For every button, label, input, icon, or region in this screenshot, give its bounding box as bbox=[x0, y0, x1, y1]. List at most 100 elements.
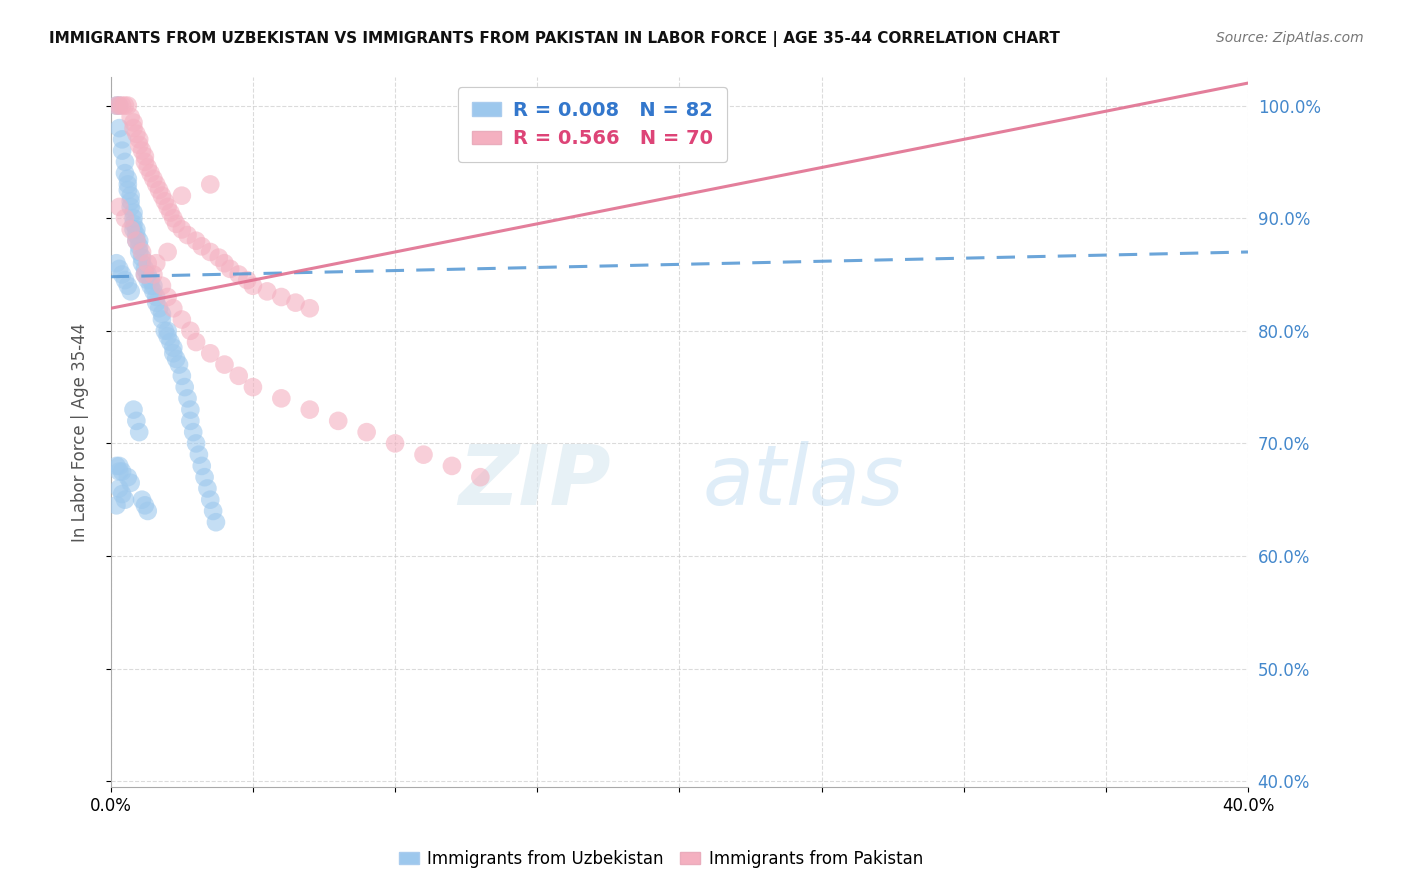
Point bbox=[153, 324, 176, 338]
Point bbox=[219, 261, 242, 276]
Point bbox=[125, 414, 148, 428]
Point bbox=[111, 132, 134, 146]
Point bbox=[125, 234, 148, 248]
Point bbox=[150, 307, 173, 321]
Point bbox=[162, 346, 184, 360]
Point bbox=[139, 273, 162, 287]
Point bbox=[170, 188, 193, 202]
Point bbox=[111, 144, 134, 158]
Point bbox=[184, 436, 207, 450]
Point bbox=[131, 492, 153, 507]
Point bbox=[114, 273, 136, 287]
Point bbox=[187, 448, 209, 462]
Point bbox=[108, 98, 131, 112]
Point bbox=[120, 475, 142, 490]
Point bbox=[105, 98, 128, 112]
Point bbox=[228, 368, 250, 383]
Legend: R = 0.008   N = 82, R = 0.566   N = 70: R = 0.008 N = 82, R = 0.566 N = 70 bbox=[458, 87, 727, 162]
Point bbox=[131, 144, 153, 158]
Point bbox=[156, 290, 179, 304]
Point bbox=[122, 402, 145, 417]
Point bbox=[190, 458, 212, 473]
Point bbox=[128, 239, 150, 253]
Point bbox=[208, 251, 231, 265]
Point bbox=[176, 392, 198, 406]
Point bbox=[125, 234, 148, 248]
Point bbox=[142, 285, 165, 299]
Legend: Immigrants from Uzbekistan, Immigrants from Pakistan: Immigrants from Uzbekistan, Immigrants f… bbox=[392, 844, 929, 875]
Point bbox=[128, 244, 150, 259]
Point bbox=[194, 470, 217, 484]
Point bbox=[105, 458, 128, 473]
Point bbox=[470, 470, 492, 484]
Point bbox=[111, 98, 134, 112]
Point bbox=[145, 256, 167, 270]
Point bbox=[156, 200, 179, 214]
Point bbox=[159, 205, 181, 219]
Point bbox=[156, 329, 179, 343]
Point bbox=[181, 425, 204, 439]
Y-axis label: In Labor Force | Age 35-44: In Labor Force | Age 35-44 bbox=[72, 323, 89, 541]
Point bbox=[108, 458, 131, 473]
Point bbox=[128, 425, 150, 439]
Point bbox=[145, 290, 167, 304]
Point bbox=[128, 138, 150, 153]
Point bbox=[142, 268, 165, 282]
Point bbox=[120, 194, 142, 209]
Point bbox=[284, 295, 307, 310]
Point bbox=[120, 285, 142, 299]
Point bbox=[156, 244, 179, 259]
Point bbox=[131, 244, 153, 259]
Text: Source: ZipAtlas.com: Source: ZipAtlas.com bbox=[1216, 31, 1364, 45]
Point bbox=[131, 256, 153, 270]
Point bbox=[114, 98, 136, 112]
Point bbox=[122, 222, 145, 236]
Point bbox=[159, 334, 181, 349]
Point bbox=[184, 334, 207, 349]
Point bbox=[120, 222, 142, 236]
Point bbox=[165, 217, 187, 231]
Point bbox=[105, 499, 128, 513]
Point bbox=[214, 358, 236, 372]
Point bbox=[148, 183, 170, 197]
Point bbox=[148, 301, 170, 316]
Point bbox=[205, 515, 228, 529]
Point bbox=[200, 346, 222, 360]
Point bbox=[136, 273, 159, 287]
Point bbox=[184, 234, 207, 248]
Point bbox=[162, 341, 184, 355]
Point bbox=[202, 504, 225, 518]
Point bbox=[179, 324, 201, 338]
Point bbox=[114, 492, 136, 507]
Point bbox=[120, 188, 142, 202]
Point bbox=[242, 278, 264, 293]
Point bbox=[134, 149, 156, 163]
Point bbox=[139, 278, 162, 293]
Point bbox=[117, 278, 139, 293]
Point bbox=[153, 194, 176, 209]
Text: IMMIGRANTS FROM UZBEKISTAN VS IMMIGRANTS FROM PAKISTAN IN LABOR FORCE | AGE 35-4: IMMIGRANTS FROM UZBEKISTAN VS IMMIGRANTS… bbox=[49, 31, 1060, 47]
Point bbox=[179, 402, 201, 417]
Point bbox=[228, 268, 250, 282]
Point bbox=[136, 161, 159, 175]
Point bbox=[111, 268, 134, 282]
Point bbox=[200, 492, 222, 507]
Point bbox=[128, 132, 150, 146]
Point bbox=[242, 380, 264, 394]
Point bbox=[111, 465, 134, 479]
Point bbox=[176, 228, 198, 243]
Point bbox=[134, 268, 156, 282]
Point bbox=[117, 178, 139, 192]
Text: atlas: atlas bbox=[702, 442, 904, 523]
Point bbox=[167, 358, 190, 372]
Point bbox=[105, 256, 128, 270]
Point bbox=[165, 351, 187, 366]
Point bbox=[108, 98, 131, 112]
Point bbox=[142, 171, 165, 186]
Point bbox=[134, 268, 156, 282]
Point bbox=[122, 217, 145, 231]
Point bbox=[114, 166, 136, 180]
Point bbox=[122, 115, 145, 129]
Point bbox=[120, 110, 142, 124]
Point bbox=[136, 268, 159, 282]
